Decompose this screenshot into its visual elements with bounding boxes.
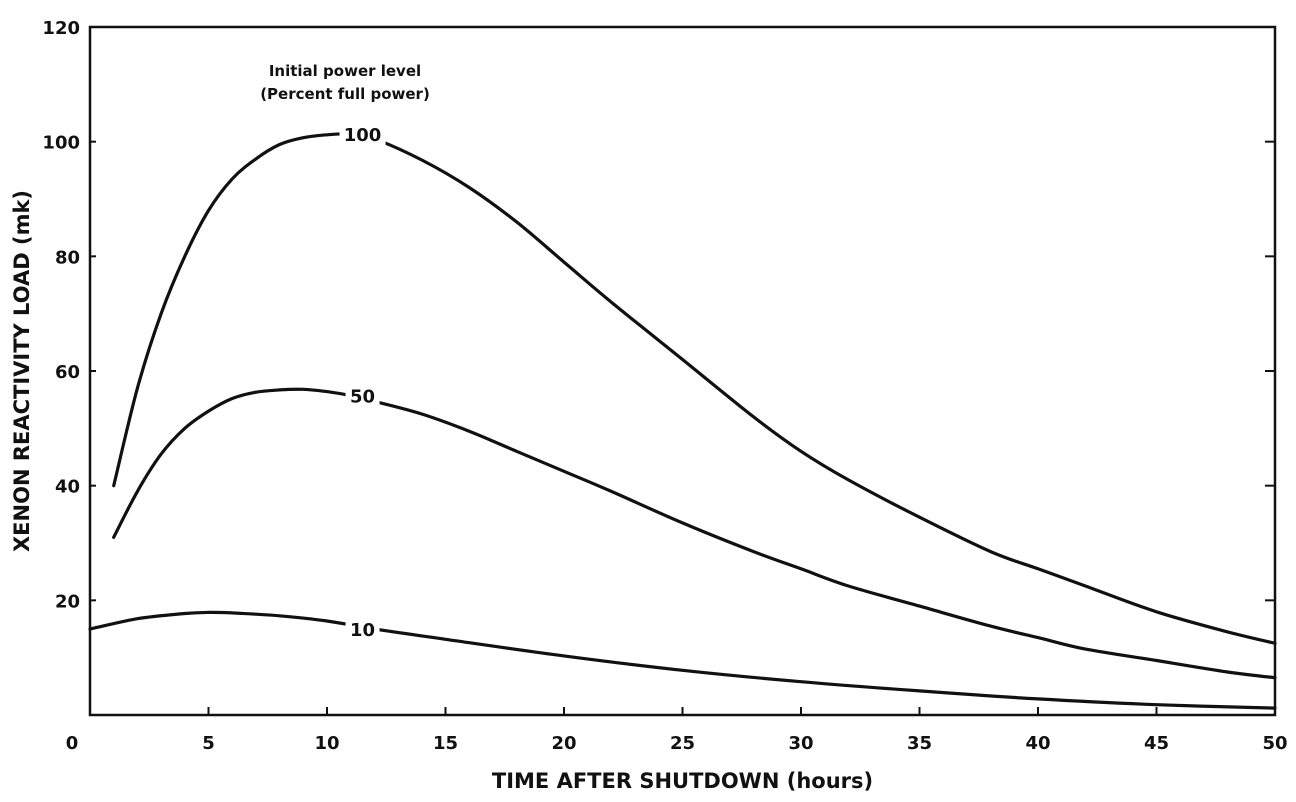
x-tick-label: 30	[788, 733, 813, 754]
y-tick-label: 80	[55, 247, 80, 268]
x-tick-label: 20	[551, 733, 576, 754]
series-label-bg	[345, 617, 380, 641]
series-label-bg	[339, 122, 386, 147]
labels-layer: 100 50 10	[339, 122, 386, 641]
x-tick-label: 35	[907, 733, 932, 754]
y-tick-label: 120	[42, 18, 80, 39]
legend-title-line-2: (Percent full power)	[260, 85, 430, 103]
series-label-50: 50	[350, 387, 375, 408]
series-label-bg	[345, 383, 380, 408]
x-axis-title: TIME AFTER SHUTDOWN (hours)	[492, 769, 873, 793]
x-tick-label: 45	[1144, 733, 1169, 754]
series-line-50	[112, 387, 1277, 680]
x-tick-label: 50	[1262, 733, 1287, 754]
series-label-100: 100	[344, 125, 382, 146]
curves-layer	[88, 132, 1277, 710]
series-line-100	[112, 132, 1277, 645]
x-tick-label: 0	[66, 733, 79, 754]
y-tick-label: 60	[55, 362, 80, 383]
series-label-10: 10	[350, 620, 375, 641]
y-axis-title: XENON REACTIVITY LOAD (mk)	[10, 190, 34, 552]
x-tick-label: 40	[1025, 733, 1050, 754]
x-tick-label: 5	[202, 733, 215, 754]
axes-layer: 0 5 10 15 20 25 30 35 40 45 50 20 40 60 80 100 120	[42, 18, 1287, 754]
plot-frame	[88, 25, 1277, 717]
legend-title-line-1: Initial power level	[269, 62, 421, 80]
x-tick-label: 25	[670, 733, 695, 754]
x-tick-label: 15	[433, 733, 458, 754]
y-tick-label: 40	[55, 477, 80, 498]
x-tick-label: 10	[314, 733, 339, 754]
y-tick-label: 20	[55, 591, 80, 612]
y-tick-label: 100	[42, 133, 80, 154]
series-line-10	[88, 610, 1277, 710]
